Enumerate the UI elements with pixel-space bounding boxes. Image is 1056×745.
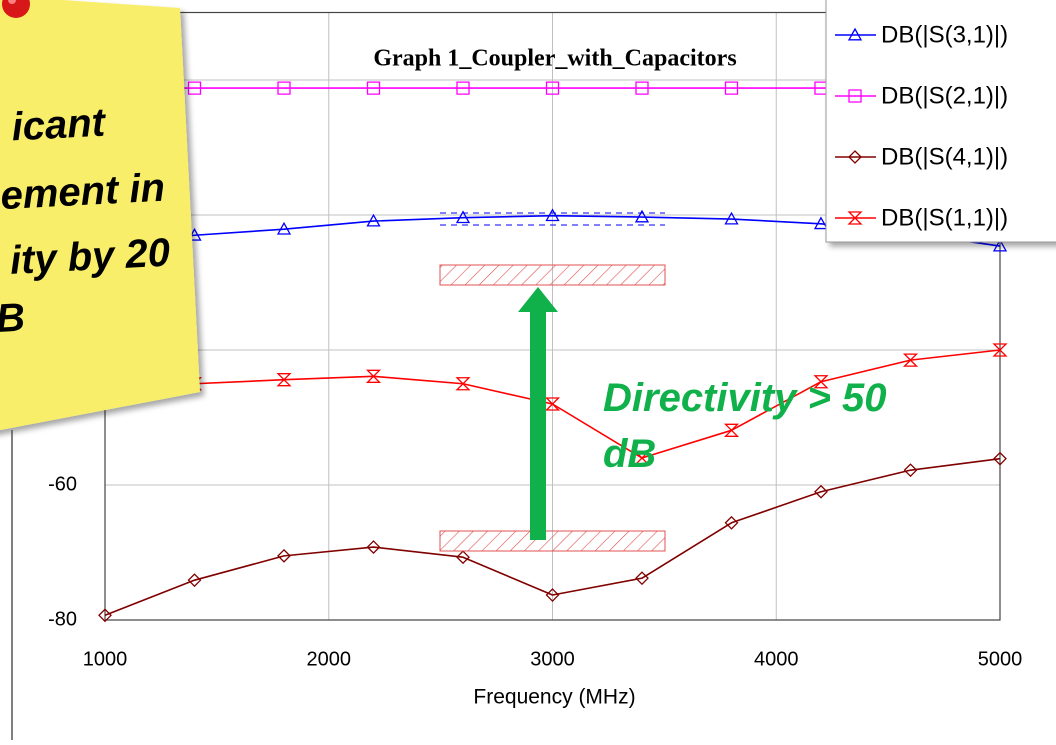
marker [902,353,919,367]
marker [276,373,292,387]
legend: DB(|S(3,1)|) DB(|S(2,1)|) DB(|S(4,1)|) DB(|… [825,0,1056,243]
marker [993,451,1007,466]
thumbtack [2,0,30,18]
hatched-bar [439,264,666,286]
note-paper [0,0,200,431]
legend-box [825,0,1056,243]
annotation-line: dB [603,432,656,476]
marker [277,81,291,95]
y-tick-label: -80 [48,608,77,630]
marker [847,27,863,41]
note-text: B [0,296,26,341]
marker [813,216,829,230]
marker [365,369,382,383]
x-tick-label: 3000 [530,648,575,670]
marker [366,81,381,95]
marker [848,150,862,164]
marker [848,89,862,103]
x-tick-label: 5000 [978,648,1023,670]
legend-label: DB(|S(3,1)|) [881,21,1008,48]
marker [98,608,112,623]
marker [187,573,202,588]
sticky-note: icant ement in ity by 20 B [0,0,200,431]
marker [635,571,649,586]
legend-label: DB(|S(1,1)|) [881,204,1008,231]
marker [903,463,918,478]
marker [456,550,470,565]
legend-label: DB(|S(4,1)|) [881,143,1008,170]
note-text: ement in [0,166,166,219]
marker [366,213,381,227]
thumbtack-shine [8,0,16,4]
arrow-shaft [530,310,546,540]
y-tick-label: -60 [48,473,77,495]
marker [813,375,829,389]
x-tick-label: 2000 [307,648,352,670]
arrow-head [518,287,558,312]
marker [276,221,292,235]
marker [992,238,1008,252]
x-tick-label: 4000 [754,648,799,670]
chart-title: Graph 1_Coupler_with_Capacitors [373,46,736,72]
marker [847,211,863,225]
annotation: Directivity > 50 dB [603,376,887,476]
hatched-bar [439,530,666,552]
legend-label: DB(|S(2,1)|) [881,82,1008,109]
marker [187,81,202,95]
x-axis-label: Frequency (MHz) [473,686,635,709]
marker [634,451,650,465]
marker [455,210,471,224]
marker [814,484,828,499]
marker [545,208,560,222]
marker [724,81,739,95]
marker [724,515,739,530]
x-tick-label: 1000 [83,648,128,670]
marker [456,81,470,95]
marker [366,540,381,555]
marker [723,423,740,437]
annotation-line: Directivity > 50 [603,376,887,420]
marker [724,211,739,225]
marker [544,397,561,411]
marker [992,343,1008,357]
marker [545,81,560,95]
note-text: ity by 20 [9,231,171,283]
marker [277,548,291,563]
marker [545,588,560,602]
marker [635,81,649,95]
marker [455,377,471,391]
marker [634,209,650,223]
note-text: icant [10,101,107,150]
series-line [104,457,1001,617]
